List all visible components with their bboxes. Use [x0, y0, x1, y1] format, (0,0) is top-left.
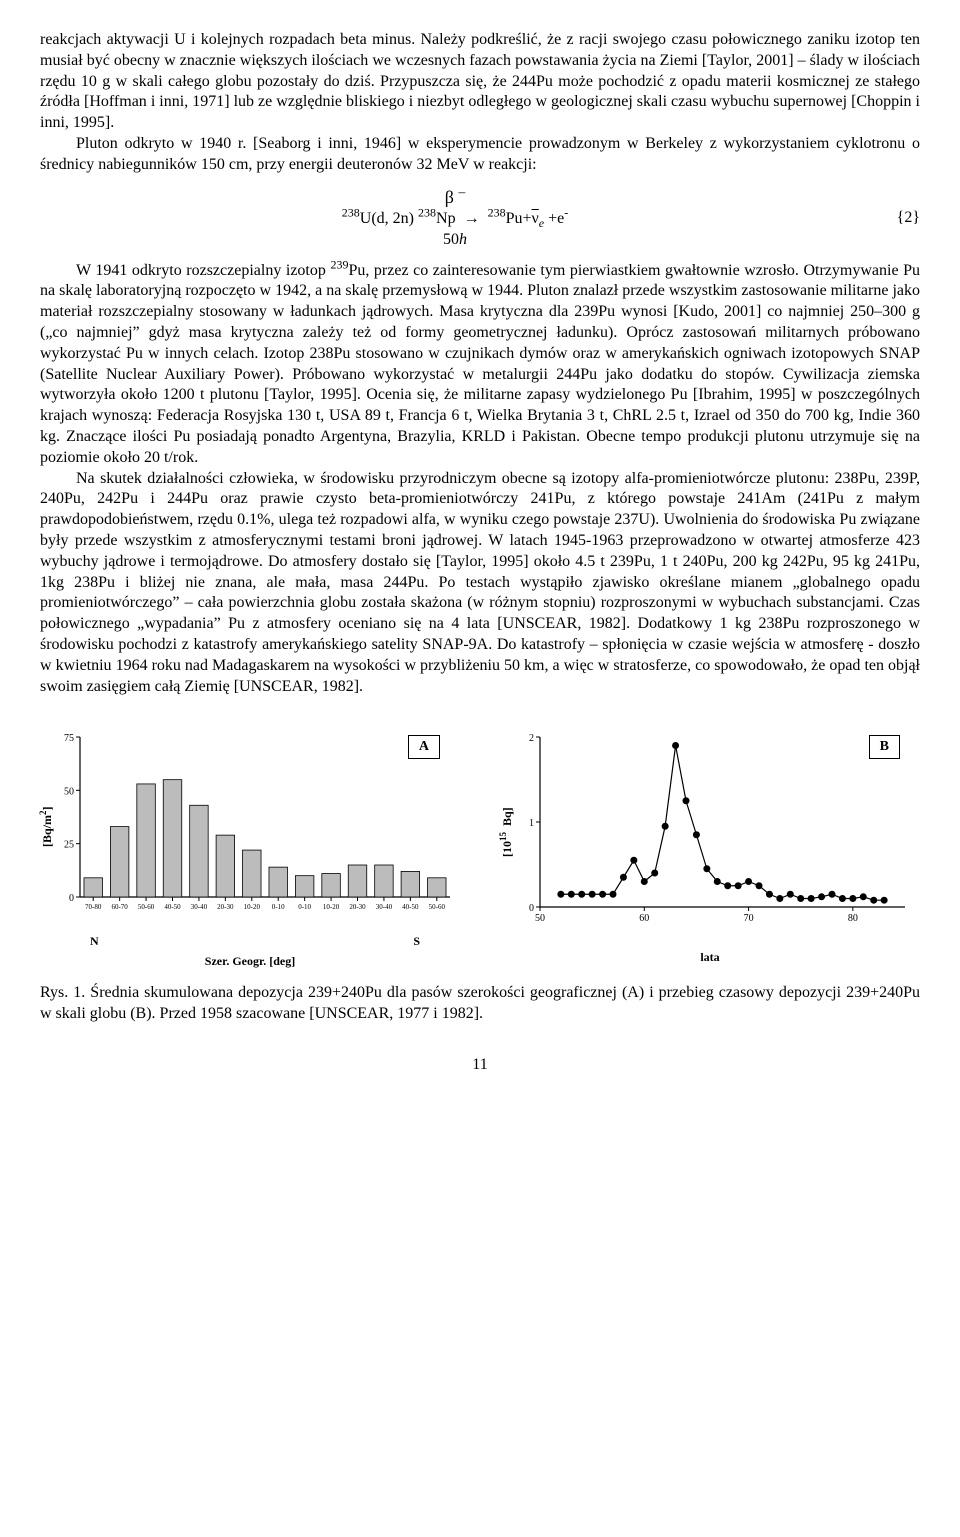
para-4: Na skutek działalności człowieka, w środ… [40, 469, 920, 698]
svg-text:20-30: 20-30 [217, 903, 234, 911]
caption-text: Rys. 1. Średnia skumulowana depozycja 23… [40, 984, 920, 1022]
para1-text: reakcjach aktywacji U i kolejnych rozpad… [40, 31, 920, 131]
panel-label-b: B [869, 735, 900, 759]
svg-text:0: 0 [529, 903, 534, 914]
svg-text:10-20: 10-20 [323, 903, 340, 911]
figure-1: A [Bq/m2] 0 25 50 75 70-80 60-70 50-60 40-50 30-… [40, 727, 920, 969]
svg-text:80: 80 [848, 913, 858, 924]
svg-text:0: 0 [69, 893, 74, 904]
svg-text:2: 2 [529, 733, 534, 744]
svg-text:50-60: 50-60 [429, 903, 446, 911]
para-2: Pluton odkryto w 1940 r. [Seaborg i inni… [40, 134, 920, 176]
para-3: W 1941 odkryto rozszczepialny izotop 239… [40, 261, 920, 469]
svg-text:20-30: 20-30 [349, 903, 366, 911]
chart-a-n: N [90, 934, 99, 950]
panel-label-a: A [408, 735, 440, 759]
svg-text:25: 25 [64, 840, 74, 851]
para3a: W 1941 odkryto rozszczepialny izotop [76, 262, 330, 279]
chart-a-xlabel: Szer. Geogr. [deg] [40, 954, 460, 970]
eq-body: β – 238U(d, 2n) 238Np → 238Pu+νe +e- 50h [40, 186, 870, 251]
eq-mid: 238U(d, 2n) 238Np → 238Pu+νe +e- [40, 209, 870, 230]
chart-a-svg: 0 25 50 75 70-80 60-70 50-60 40-50 30-40 20-30 10-… [40, 727, 460, 927]
svg-text:70-80: 70-80 [85, 903, 102, 911]
para2-text: Pluton odkryto w 1940 r. [Seaborg i inni… [40, 135, 920, 173]
svg-text:60: 60 [639, 913, 649, 924]
svg-text:0-10: 0-10 [272, 903, 285, 911]
svg-text:10-20: 10-20 [244, 903, 261, 911]
chart-a: A [Bq/m2] 0 25 50 75 70-80 60-70 50-60 40-50 30-… [40, 727, 460, 969]
page-number: 11 [40, 1055, 920, 1076]
svg-text:60-70: 60-70 [111, 903, 128, 911]
chart-a-s: S [413, 934, 420, 950]
chart-b-svg: 0 1 2 50 60 70 80 [500, 727, 920, 927]
chart-b-ylabel: [1015 Bq] [500, 808, 516, 858]
eq-top: β – [40, 186, 870, 209]
chart-b-xlabel: lata [500, 950, 920, 966]
svg-text:50-60: 50-60 [138, 903, 155, 911]
svg-text:50: 50 [64, 787, 74, 798]
svg-text:30-40: 30-40 [376, 903, 393, 911]
para3-sup: 239 [330, 257, 348, 271]
svg-text:0-10: 0-10 [298, 903, 311, 911]
para4-text: Na skutek działalności człowieka, w środ… [40, 470, 920, 695]
svg-text:70: 70 [744, 913, 754, 924]
chart-a-ylabel: [Bq/m2] [40, 807, 56, 848]
equation-2: β – 238U(d, 2n) 238Np → 238Pu+νe +e- 50h… [40, 186, 920, 251]
chart-a-ns-row: N S [40, 934, 460, 950]
eq-number: {2} [870, 208, 920, 229]
svg-text:1: 1 [529, 818, 534, 829]
svg-text:75: 75 [64, 733, 74, 744]
para-1: reakcjach aktywacji U i kolejnych rozpad… [40, 30, 920, 134]
svg-text:50: 50 [535, 913, 545, 924]
chart-b: B [1015 Bq] 0 1 2 50 60 70 80 lata [500, 727, 920, 969]
para3b: Pu, przez co zainteresowanie tym pierwia… [40, 262, 920, 466]
svg-text:40-50: 40-50 [164, 903, 181, 911]
figure-1-caption: Rys. 1. Średnia skumulowana depozycja 23… [40, 983, 920, 1025]
eq-bottom: 50h [40, 230, 870, 251]
svg-text:30-40: 30-40 [191, 903, 208, 911]
svg-text:40-50: 40-50 [402, 903, 419, 911]
